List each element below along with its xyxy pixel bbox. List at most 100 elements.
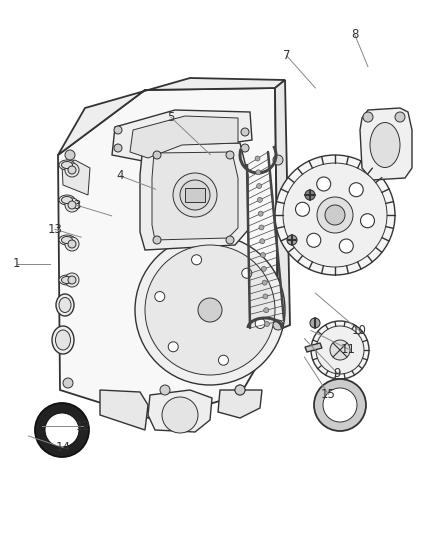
Polygon shape <box>112 110 252 162</box>
Polygon shape <box>58 78 285 155</box>
Circle shape <box>173 173 217 217</box>
Circle shape <box>68 201 76 209</box>
Circle shape <box>316 326 364 374</box>
Circle shape <box>235 385 245 395</box>
Text: 11: 11 <box>341 343 356 356</box>
Text: 15: 15 <box>321 388 336 401</box>
Circle shape <box>307 233 321 247</box>
Circle shape <box>263 294 268 299</box>
Text: 14: 14 <box>56 441 71 454</box>
Polygon shape <box>100 390 148 430</box>
Text: 12: 12 <box>76 420 91 433</box>
Circle shape <box>363 112 373 122</box>
Circle shape <box>219 355 229 365</box>
Circle shape <box>114 144 122 152</box>
Circle shape <box>155 292 165 302</box>
Ellipse shape <box>59 195 75 205</box>
Ellipse shape <box>56 294 74 316</box>
Circle shape <box>241 128 249 136</box>
Ellipse shape <box>61 237 73 244</box>
Circle shape <box>323 388 357 422</box>
Circle shape <box>258 211 263 216</box>
Polygon shape <box>218 390 262 418</box>
Circle shape <box>259 225 264 230</box>
Circle shape <box>68 166 76 174</box>
Polygon shape <box>58 88 278 420</box>
Circle shape <box>287 235 297 245</box>
Circle shape <box>191 255 201 265</box>
Ellipse shape <box>56 330 71 350</box>
Circle shape <box>395 112 405 122</box>
Text: 4: 4 <box>117 169 124 182</box>
Circle shape <box>145 245 275 375</box>
Text: 5: 5 <box>167 111 174 124</box>
Polygon shape <box>148 390 212 432</box>
Ellipse shape <box>52 326 74 354</box>
Circle shape <box>135 235 285 385</box>
Circle shape <box>162 397 198 433</box>
Circle shape <box>241 144 249 152</box>
Circle shape <box>65 150 75 160</box>
Circle shape <box>68 240 76 248</box>
Circle shape <box>261 266 266 271</box>
Circle shape <box>261 253 265 257</box>
Circle shape <box>260 239 265 244</box>
Circle shape <box>235 385 245 395</box>
Circle shape <box>255 156 260 161</box>
Ellipse shape <box>59 275 75 285</box>
Circle shape <box>310 318 320 328</box>
Text: 3: 3 <box>73 199 80 212</box>
Circle shape <box>226 236 234 244</box>
Circle shape <box>273 320 283 330</box>
Circle shape <box>349 183 363 197</box>
Circle shape <box>275 155 395 275</box>
Polygon shape <box>305 343 322 352</box>
Circle shape <box>180 180 210 210</box>
Circle shape <box>283 163 387 267</box>
Polygon shape <box>152 152 238 240</box>
Ellipse shape <box>59 160 75 170</box>
Polygon shape <box>140 143 248 250</box>
Text: 8: 8 <box>351 28 358 41</box>
Ellipse shape <box>61 197 73 204</box>
Circle shape <box>256 170 261 175</box>
Text: 9: 9 <box>333 367 341 379</box>
Circle shape <box>255 318 265 328</box>
Circle shape <box>296 202 310 216</box>
Circle shape <box>114 126 122 134</box>
Ellipse shape <box>59 297 71 312</box>
Text: 7: 7 <box>283 50 291 62</box>
Ellipse shape <box>59 235 75 245</box>
Circle shape <box>264 308 268 313</box>
Circle shape <box>360 214 374 228</box>
Circle shape <box>262 280 267 285</box>
Polygon shape <box>360 108 412 180</box>
Circle shape <box>153 236 161 244</box>
Circle shape <box>317 197 353 233</box>
Circle shape <box>153 151 161 159</box>
Circle shape <box>63 378 73 388</box>
Circle shape <box>339 239 353 253</box>
Ellipse shape <box>370 123 400 167</box>
Text: 10: 10 <box>352 324 367 337</box>
Circle shape <box>257 183 261 189</box>
Circle shape <box>265 321 269 327</box>
Circle shape <box>68 276 76 284</box>
Circle shape <box>168 342 178 352</box>
Ellipse shape <box>61 161 73 168</box>
Text: 13: 13 <box>47 223 62 236</box>
Circle shape <box>160 385 170 395</box>
Circle shape <box>311 321 369 379</box>
Circle shape <box>242 268 252 278</box>
Circle shape <box>45 413 79 447</box>
Circle shape <box>65 198 79 212</box>
Circle shape <box>305 190 315 200</box>
Polygon shape <box>62 160 90 195</box>
Ellipse shape <box>61 277 73 284</box>
Polygon shape <box>275 80 290 330</box>
Circle shape <box>317 177 331 191</box>
Circle shape <box>226 151 234 159</box>
Circle shape <box>198 298 222 322</box>
Circle shape <box>258 197 262 203</box>
Circle shape <box>35 403 89 457</box>
